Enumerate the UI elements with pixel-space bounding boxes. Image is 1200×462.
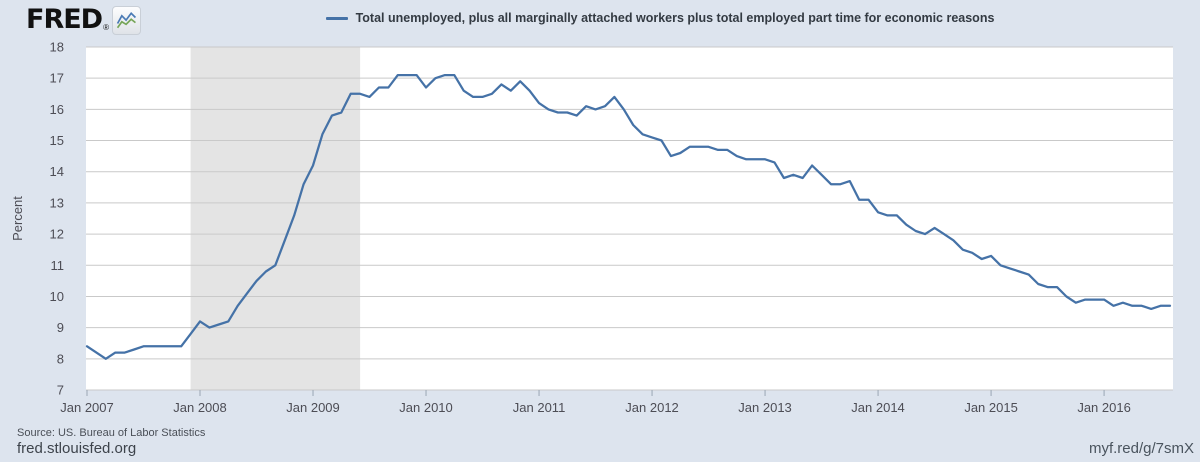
fred-logo-chart-icon: [112, 5, 141, 35]
y-axis-tick-label: 14: [50, 164, 64, 179]
x-axis-tick-label: Jan 2016: [1077, 400, 1131, 415]
y-axis-tick-label: 13: [50, 195, 64, 210]
recession-band: [190, 47, 361, 390]
y-axis-tick-label: 7: [57, 383, 64, 398]
x-axis-tick-label: Jan 2010: [399, 400, 453, 415]
legend-line-swatch: [325, 16, 348, 20]
y-axis-tick-label: 11: [51, 258, 65, 273]
fred-logo[interactable]: FRED ®: [26, 5, 141, 35]
data-line-u6-rate[interactable]: [85, 73, 1172, 360]
y-axis-tick-label: 8: [57, 351, 64, 366]
y-axis-tick-label: 17: [50, 71, 64, 86]
fred-site-link[interactable]: fred.stlouisfed.org: [17, 440, 137, 457]
y-axis-tick-label: 10: [50, 289, 64, 304]
y-axis-tick-label: 18: [50, 40, 64, 55]
short-url-link[interactable]: myf.red/g/7smX: [1088, 440, 1194, 457]
x-axis-tick-label: Jan 2007: [60, 400, 114, 415]
x-axis-tick-label: Jan 2008: [173, 400, 227, 415]
legend-series-label[interactable]: Total unemployed, plus all marginally at…: [355, 11, 995, 25]
fred-logo-text: FRED: [26, 4, 103, 35]
y-axis-tick-label: 12: [50, 227, 64, 242]
x-axis-tick-label: Jan 2012: [625, 400, 679, 415]
x-axis-tick-label: Jan 2011: [513, 400, 566, 415]
legend: Total unemployed, plus all marginally at…: [0, 11, 1200, 25]
x-axis-tick-label: Jan 2009: [286, 400, 340, 415]
source-note: Source: US. Bureau of Labor Statistics: [17, 427, 206, 439]
x-axis-tick-label: Jan 2014: [851, 400, 905, 415]
registered-mark: ®: [103, 23, 109, 32]
y-axis-tick-label: 16: [50, 102, 64, 117]
x-axis-tick-label: Jan 2013: [738, 400, 792, 415]
y-axis-tick-label: 15: [50, 133, 64, 148]
x-axis-tick-label: Jan 2015: [964, 400, 1018, 415]
y-axis-title: Percent: [10, 196, 25, 241]
y-axis-tick-label: 9: [57, 320, 64, 335]
